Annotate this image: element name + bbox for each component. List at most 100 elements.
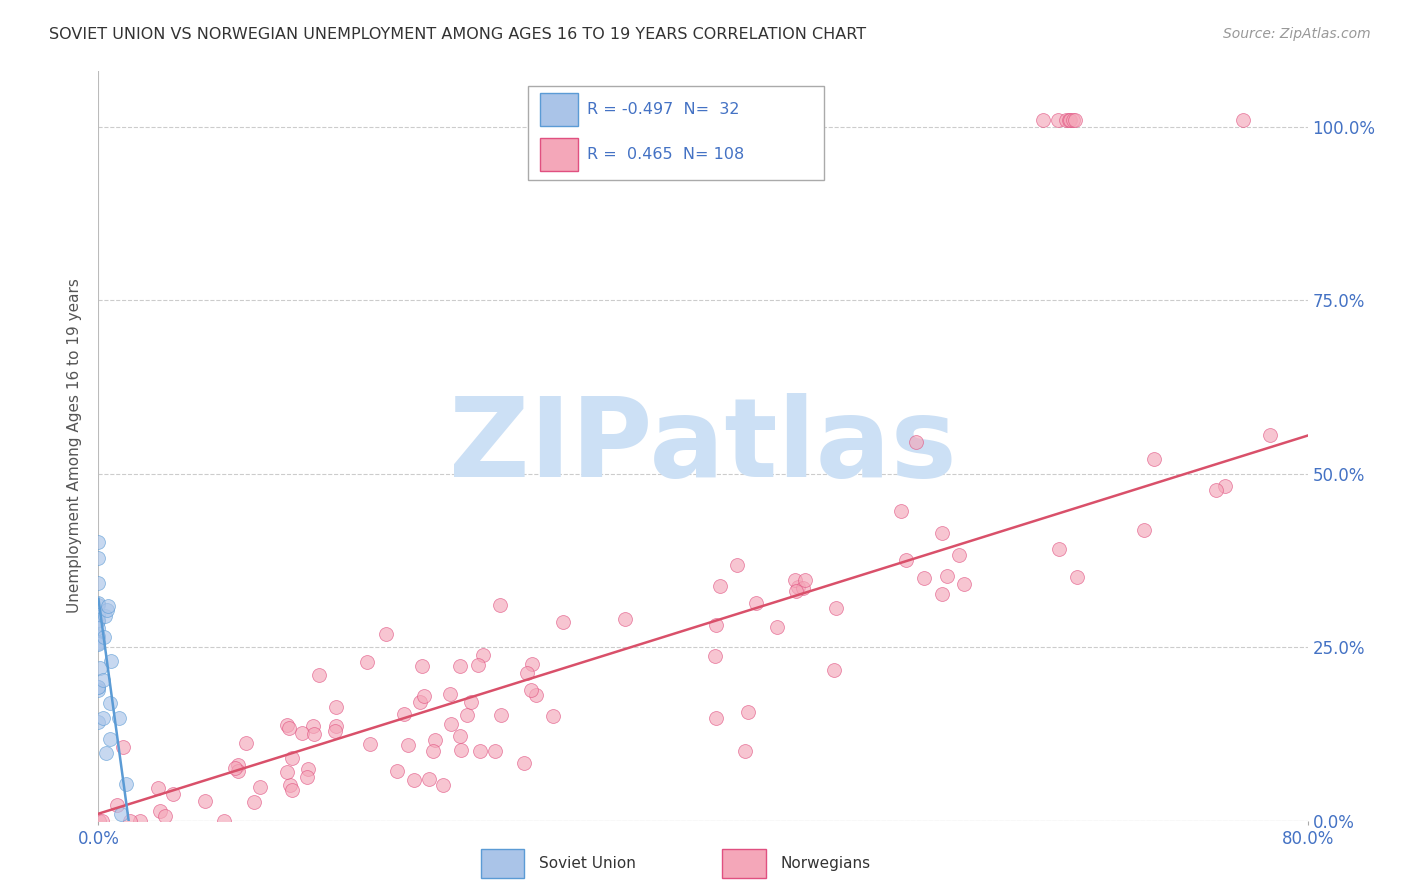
Point (325, 699, 347, 714)
Point (409, 695, 432, 709)
Point (278, 778, 301, 792)
Point (449, 658, 471, 673)
Point (149, 805, 172, 819)
Point (394, 706, 416, 721)
Point (948, 548, 970, 562)
Point (1213, 479, 1236, 493)
Point (97, 599, 120, 613)
Point (90, 814, 112, 828)
Point (359, 737, 381, 751)
Point (89, 661, 111, 675)
Point (396, 738, 419, 752)
Point (96, 603, 118, 617)
Point (1205, 483, 1227, 497)
Point (356, 655, 378, 669)
Point (792, 582, 814, 596)
Point (87, 535, 110, 549)
Point (87, 630, 110, 644)
Point (243, 796, 266, 810)
Text: SOVIET UNION VS NORWEGIAN UNEMPLOYMENT AMONG AGES 16 TO 19 YEARS CORRELATION CHA: SOVIET UNION VS NORWEGIAN UNEMPLOYMENT A… (49, 27, 866, 42)
Point (456, 708, 478, 723)
Point (440, 716, 463, 731)
Point (524, 688, 547, 702)
Point (87, 680, 110, 694)
Point (297, 770, 319, 784)
Point (281, 783, 304, 797)
Point (87, 636, 110, 650)
Point (484, 744, 506, 758)
Point (146, 781, 169, 796)
Point (162, 788, 184, 802)
Point (449, 729, 471, 743)
Point (114, 777, 136, 791)
Point (1057, 112, 1080, 127)
Point (520, 657, 543, 672)
Text: Source: ZipAtlas.com: Source: ZipAtlas.com (1223, 27, 1371, 41)
Point (105, 797, 128, 812)
Point (553, 615, 575, 629)
Point (1133, 523, 1156, 537)
Point (87, 550, 110, 565)
Point (100, 654, 122, 668)
Point (93, 609, 115, 624)
Point (468, 744, 491, 758)
Point (87, 621, 110, 635)
Point (118, 814, 141, 828)
Point (1258, 428, 1281, 442)
Point (1063, 112, 1085, 127)
Point (87, 596, 110, 610)
Point (520, 683, 543, 698)
Point (1047, 541, 1070, 556)
Point (224, 761, 246, 775)
Point (432, 779, 454, 793)
Point (450, 743, 472, 757)
Point (894, 552, 917, 566)
Point (323, 724, 346, 739)
Point (489, 708, 512, 723)
Point (423, 733, 446, 747)
Point (1047, 112, 1070, 127)
Point (94, 746, 117, 760)
Point (98, 731, 121, 746)
Point (1066, 570, 1088, 584)
Point (904, 434, 927, 449)
Point (108, 711, 131, 725)
Point (703, 648, 725, 663)
Point (935, 569, 957, 583)
Point (1054, 112, 1077, 127)
Point (931, 526, 953, 541)
Point (1143, 452, 1166, 467)
Text: ZIPatlas: ZIPatlas (449, 392, 957, 500)
Point (291, 725, 314, 739)
Point (783, 573, 806, 587)
Point (734, 744, 756, 758)
Point (1059, 112, 1081, 127)
Point (766, 619, 789, 633)
Point (513, 756, 536, 770)
Point (725, 558, 748, 572)
Point (912, 571, 935, 585)
Point (301, 719, 323, 733)
Point (308, 668, 330, 682)
Point (1032, 112, 1054, 127)
Point (276, 718, 298, 732)
Point (404, 772, 426, 787)
Point (785, 583, 807, 598)
Point (825, 601, 848, 615)
Point (111, 740, 134, 755)
Point (297, 762, 319, 776)
Point (87, 599, 110, 613)
Point (787, 581, 810, 595)
Point (952, 577, 974, 591)
Point (276, 764, 298, 779)
Point (87, 682, 110, 697)
Point (793, 573, 815, 587)
Point (228, 758, 250, 772)
Point (745, 596, 768, 610)
Point (87, 630, 110, 644)
Point (890, 504, 912, 518)
Point (375, 627, 398, 641)
Point (87, 613, 110, 627)
Point (235, 736, 257, 750)
Point (87, 814, 110, 828)
